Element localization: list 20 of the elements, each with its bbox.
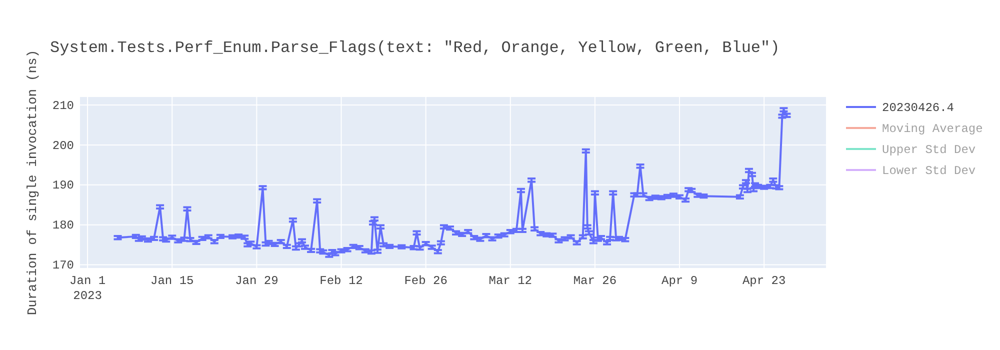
x-tick-label: Jan 1 2023 xyxy=(70,274,106,303)
x-tick-label: Feb 26 xyxy=(404,274,448,288)
y-tick-label: 170 xyxy=(52,258,74,273)
y-tick-label: 180 xyxy=(52,218,74,233)
y-tick-label: 190 xyxy=(52,178,74,193)
x-tick-label: Jan 15 xyxy=(150,274,194,288)
x-tick-label: Jan 29 xyxy=(235,274,278,288)
legend-label: Moving Average xyxy=(882,122,983,136)
x-tick-label: Mar 12 xyxy=(488,274,532,288)
chart-title: System.Tests.Perf_Enum.Parse_Flags(text: "Red, Orange, Yellow, Green, Blue") xyxy=(50,39,780,57)
x-tick-label: Mar 26 xyxy=(573,274,617,288)
x-tick-label: Apr 23 xyxy=(742,274,786,288)
y-tick-label: 210 xyxy=(52,98,74,113)
y-tick-label: 200 xyxy=(52,138,74,153)
legend-label: 20230426.4 xyxy=(882,101,954,115)
y-axis-title: Duration of single invocation (ns) xyxy=(25,50,40,316)
x-tick-label: Apr 9 xyxy=(662,274,698,288)
x-tick-label: Feb 12 xyxy=(320,274,363,288)
legend-label: Lower Std Dev xyxy=(882,164,976,178)
legend-label: Upper Std Dev xyxy=(882,143,976,157)
